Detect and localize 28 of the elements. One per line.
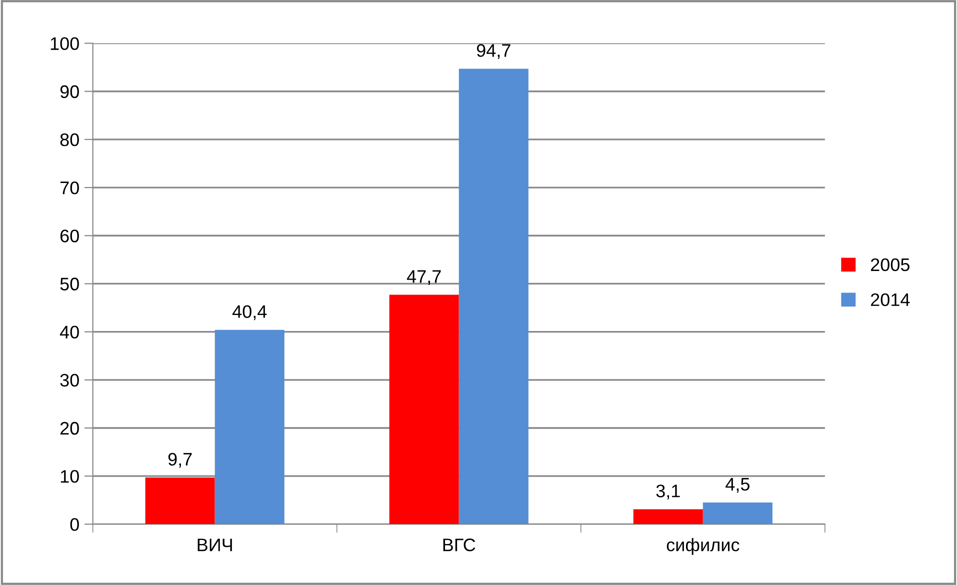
data-label: 47,7	[406, 270, 441, 286]
y-tick-label: 20	[60, 422, 79, 435]
bar	[214, 330, 284, 524]
x-tick-label: ВИЧ	[198, 538, 232, 552]
data-label: 4,5	[726, 478, 750, 493]
y-tick-label: 30	[60, 374, 79, 387]
bar	[702, 502, 772, 524]
y-tick-label: 100	[50, 37, 79, 50]
bar	[458, 68, 528, 524]
y-tick-label: 40	[60, 326, 79, 339]
data-label: 40,4	[232, 305, 267, 320]
y-tick-label: 90	[60, 85, 79, 98]
x-tick-label: сифилис	[666, 538, 740, 555]
y-tick-label: 0	[70, 518, 79, 531]
data-label: 3,1	[656, 484, 680, 500]
data-label: 94,7	[476, 44, 510, 60]
y-tick-label: 70	[60, 181, 79, 194]
x-tick-label: ВГС	[443, 538, 476, 552]
bar	[389, 294, 459, 524]
bar	[633, 509, 703, 524]
y-tick-label: 50	[60, 278, 79, 290]
legend-label: 2014	[870, 293, 910, 306]
y-tick-label: 10	[60, 470, 79, 483]
bar	[145, 478, 215, 524]
legend-label: 2005	[870, 258, 910, 272]
data-label: 9,7	[168, 452, 192, 468]
y-tick-label: 60	[60, 230, 79, 242]
y-tick-label: 80	[60, 133, 79, 146]
